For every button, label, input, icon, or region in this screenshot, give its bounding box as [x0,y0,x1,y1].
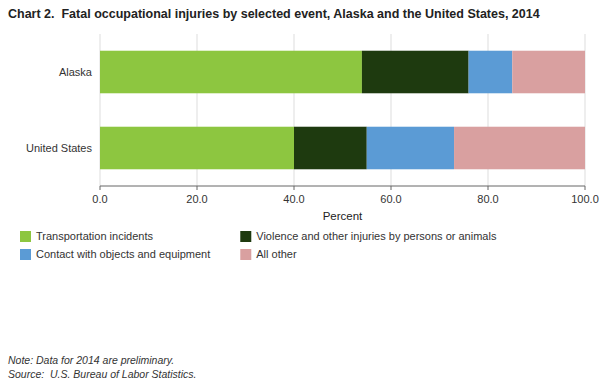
tick-label: 60.0 [380,193,401,205]
bar [512,51,585,94]
grid [100,34,585,186]
tick-mark [391,186,392,190]
bar [362,51,469,94]
tick-mark [197,186,198,190]
category-label: United States [26,142,93,154]
legend-label: Violence and other injuries by persons o… [256,230,497,242]
tick-label: 100.0 [571,193,599,205]
note: Note: Data for 2014 are preliminary. Sour… [8,354,197,380]
bar [100,51,362,94]
bar [367,127,454,170]
legend-label: All other [256,248,297,260]
tick-mark [585,186,586,190]
legend-swatch [240,249,251,260]
tick-label: 20.0 [186,193,207,205]
y-axis: United States Alaska [26,66,93,154]
legend-swatch [20,249,31,260]
tick-label: 80.0 [477,193,498,205]
bars [100,51,585,170]
bar [294,127,367,170]
title: Chart 2. Fatal occupational injuries by … [8,7,540,21]
legend-label: Transportation incidents [36,230,153,242]
legend-item: Transportation incidents [20,230,153,242]
x-axis-line [100,186,585,187]
legend-swatch [20,231,31,242]
legend-item: Violence and other injuries by persons o… [240,230,497,242]
axis-label: Percent [323,210,363,222]
legend-item: Contact with objects and equipment [20,248,210,260]
legend-swatch [240,231,251,242]
tick-mark [488,186,489,190]
x-axis: 0.0 20.0 40.0 60.0 80.0 100.0 [92,186,598,205]
legend: Transportation incidents Violence and oth… [20,230,497,260]
legend-label: Contact with objects and equipment [36,248,210,260]
tick-mark [294,186,295,190]
legend-item: All other [240,248,297,260]
bar [469,51,513,94]
tick-label: 0.0 [92,193,107,205]
bar [100,127,294,170]
chart: Chart 2. Fatal occupational injuries by … [0,0,601,388]
tick-label: 40.0 [283,193,304,205]
category-label: Alaska [59,66,93,78]
tick-mark [100,186,101,190]
note-line: Source: U.S. Bureau of Labor Statistics. [8,368,197,380]
note-line: Note: Data for 2014 are preliminary. [8,354,174,366]
bar [454,127,585,170]
